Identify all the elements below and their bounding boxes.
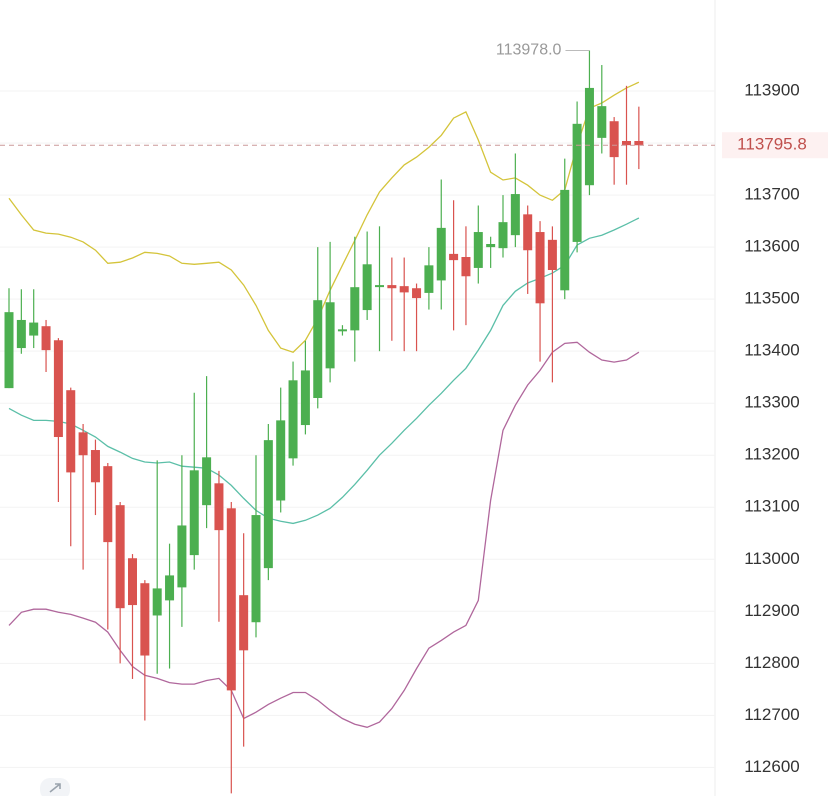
candle-body bbox=[115, 505, 125, 609]
candle-body bbox=[288, 380, 298, 459]
candle-body bbox=[572, 123, 582, 242]
candle-body bbox=[523, 214, 533, 251]
candle-body bbox=[325, 302, 335, 369]
candle-body bbox=[165, 575, 175, 601]
candle-body bbox=[560, 189, 570, 291]
candle-body bbox=[226, 508, 236, 691]
y-tick-label: 113300 bbox=[744, 393, 799, 412]
candle-body bbox=[622, 140, 631, 146]
y-tick-label: 113700 bbox=[744, 185, 799, 204]
candle-body bbox=[362, 264, 372, 311]
candle-body bbox=[29, 322, 39, 336]
band-line bbox=[8, 217, 640, 525]
candle-body bbox=[461, 257, 471, 277]
candle-body bbox=[547, 239, 557, 271]
band-line bbox=[8, 81, 640, 353]
candle-body bbox=[214, 483, 224, 531]
candle-body bbox=[337, 329, 347, 332]
candle-body bbox=[584, 87, 594, 186]
y-tick-label: 113500 bbox=[744, 289, 799, 308]
candle-body bbox=[510, 194, 520, 236]
candle-body bbox=[189, 470, 199, 556]
y-tick-label: 112900 bbox=[744, 601, 799, 620]
y-tick-label: 113900 bbox=[744, 81, 799, 100]
candle-body bbox=[473, 232, 483, 268]
candle-body bbox=[41, 326, 51, 351]
y-tick-label: 113100 bbox=[744, 497, 799, 516]
candle-body bbox=[399, 286, 409, 293]
price-label-box bbox=[722, 132, 828, 159]
y-tick-label: 113600 bbox=[744, 237, 799, 256]
candle-body bbox=[375, 285, 384, 288]
candle-body bbox=[66, 390, 76, 473]
y-tick-label: 112600 bbox=[744, 757, 799, 776]
candle-body bbox=[239, 595, 249, 651]
candle-body bbox=[300, 370, 310, 426]
candle-body bbox=[436, 227, 446, 281]
candle-body bbox=[263, 440, 273, 569]
candle-body bbox=[53, 340, 63, 438]
band-line bbox=[8, 341, 640, 728]
candle-body bbox=[16, 319, 26, 349]
candle-body bbox=[634, 140, 644, 146]
candle-body bbox=[486, 244, 496, 248]
candle-body bbox=[128, 558, 137, 606]
candle-body bbox=[251, 515, 261, 623]
candle-body bbox=[4, 312, 14, 389]
candle-body bbox=[90, 450, 100, 483]
candle-body bbox=[152, 588, 162, 616]
candle-body bbox=[313, 300, 323, 398]
y-tick-label: 113400 bbox=[744, 341, 799, 360]
candle-body bbox=[276, 420, 286, 501]
candle-body bbox=[609, 121, 619, 158]
candle-body bbox=[177, 525, 187, 588]
high-marker-label: 113978.0 bbox=[496, 42, 562, 59]
price-label: 113795.8 bbox=[737, 135, 807, 154]
candle-body bbox=[78, 432, 88, 456]
candle-body bbox=[498, 222, 508, 249]
candle-body bbox=[424, 265, 434, 293]
y-tick-label: 113000 bbox=[744, 549, 799, 568]
corner-icon bbox=[40, 778, 70, 796]
candle-body bbox=[202, 457, 212, 506]
y-tick-label: 112800 bbox=[744, 653, 799, 672]
candle-body bbox=[535, 232, 545, 304]
candle-body bbox=[387, 285, 397, 289]
y-tick-label: 112700 bbox=[744, 705, 799, 724]
candle-body bbox=[350, 287, 360, 331]
y-tick-label: 113200 bbox=[744, 445, 799, 464]
candle-body bbox=[140, 583, 150, 656]
candle-body bbox=[412, 288, 422, 299]
candle-body bbox=[103, 466, 113, 543]
candle-body bbox=[449, 253, 459, 261]
candle-body bbox=[597, 106, 607, 138]
